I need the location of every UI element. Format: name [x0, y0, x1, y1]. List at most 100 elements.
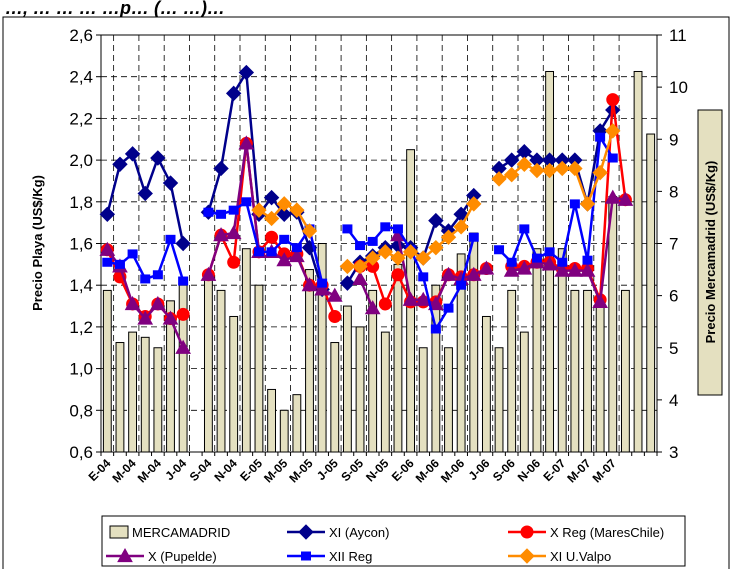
- point: [99, 241, 116, 256]
- point: [367, 236, 378, 246]
- point: [228, 205, 239, 215]
- legend-item: X (Pupelde): [106, 547, 217, 564]
- bar: [140, 336, 150, 453]
- bar: [469, 232, 479, 453]
- point: [178, 276, 189, 286]
- point: [606, 93, 620, 107]
- left-axis-title: Precio Playa (US$/Kg): [30, 175, 45, 311]
- point: [265, 230, 279, 244]
- point: [263, 189, 280, 206]
- point: [428, 295, 444, 311]
- legend-item: X Reg (MaresChile): [508, 525, 664, 540]
- bar: [102, 289, 112, 453]
- point: [478, 260, 495, 275]
- point: [595, 132, 606, 142]
- bar: [216, 289, 226, 453]
- bar: [418, 347, 428, 453]
- point: [519, 224, 530, 234]
- point: [569, 199, 580, 209]
- point: [301, 223, 318, 239]
- legend-label: XI U.Valpo: [550, 549, 611, 564]
- point: [352, 258, 368, 275]
- right-tick-label: 3: [669, 443, 678, 462]
- point: [440, 229, 457, 245]
- point: [428, 212, 444, 229]
- point: [301, 277, 318, 292]
- point: [276, 252, 293, 267]
- point: [301, 551, 311, 561]
- point: [402, 244, 419, 260]
- point: [289, 247, 305, 263]
- point: [604, 189, 621, 204]
- point: [238, 135, 255, 150]
- legend-label: XII Reg: [329, 549, 372, 564]
- legend-swatch: [109, 525, 129, 539]
- point: [124, 146, 141, 162]
- point: [328, 309, 342, 323]
- point: [175, 339, 191, 354]
- bar: [292, 394, 302, 453]
- point: [428, 239, 444, 256]
- left-tick-label: 1,4: [69, 276, 93, 295]
- right-tick-label: 9: [669, 130, 678, 149]
- point: [443, 303, 454, 313]
- legend-label: MERCAMADRID: [132, 525, 230, 540]
- bar: [444, 347, 453, 453]
- bar: [368, 289, 378, 453]
- point: [114, 259, 125, 269]
- legend-item: XI U.Valpo: [508, 548, 611, 564]
- legend-label: XI (Aycon): [329, 525, 389, 540]
- point: [491, 171, 507, 187]
- right-tick-label: 5: [669, 339, 678, 358]
- point: [617, 191, 634, 206]
- right-axis-title: Precio Mercamadrid (US$/Kg): [703, 161, 718, 344]
- point: [352, 270, 368, 286]
- point: [225, 225, 242, 240]
- right-tick-label: 8: [669, 182, 678, 201]
- point: [468, 232, 479, 242]
- point: [554, 160, 570, 177]
- point: [592, 164, 608, 181]
- point: [253, 247, 264, 257]
- left-tick-label: 2,2: [69, 109, 93, 128]
- bar: [380, 331, 390, 453]
- bar: [305, 269, 314, 453]
- series-group: [251, 123, 621, 275]
- left-tick-label: 2,4: [69, 68, 93, 87]
- bar: [633, 70, 643, 453]
- point: [203, 207, 214, 217]
- bar: [115, 342, 125, 453]
- point: [567, 160, 583, 177]
- point: [317, 278, 328, 288]
- point: [225, 85, 242, 102]
- point: [605, 123, 621, 139]
- legend-item: XI (Aycon): [287, 524, 389, 540]
- legend-label: X Reg (MaresChile): [550, 525, 664, 540]
- point: [342, 224, 353, 234]
- bar: [431, 284, 441, 453]
- point: [430, 324, 441, 334]
- bar: [342, 305, 352, 453]
- point: [503, 262, 520, 277]
- point: [355, 241, 366, 251]
- bar: [203, 279, 213, 453]
- bar: [608, 196, 618, 453]
- left-tick-label: 2,0: [69, 151, 93, 170]
- point: [415, 291, 432, 306]
- point: [519, 548, 535, 564]
- point: [279, 234, 290, 244]
- point: [137, 185, 153, 202]
- point: [150, 295, 166, 311]
- bar: [153, 347, 163, 453]
- bar: [229, 315, 239, 453]
- point: [241, 197, 252, 207]
- left-tick-label: 1,8: [69, 193, 93, 212]
- point: [339, 275, 356, 291]
- point: [266, 247, 277, 257]
- point: [567, 262, 583, 277]
- point: [339, 258, 356, 275]
- bar: [267, 388, 277, 453]
- point: [503, 166, 520, 183]
- bar: [481, 315, 491, 453]
